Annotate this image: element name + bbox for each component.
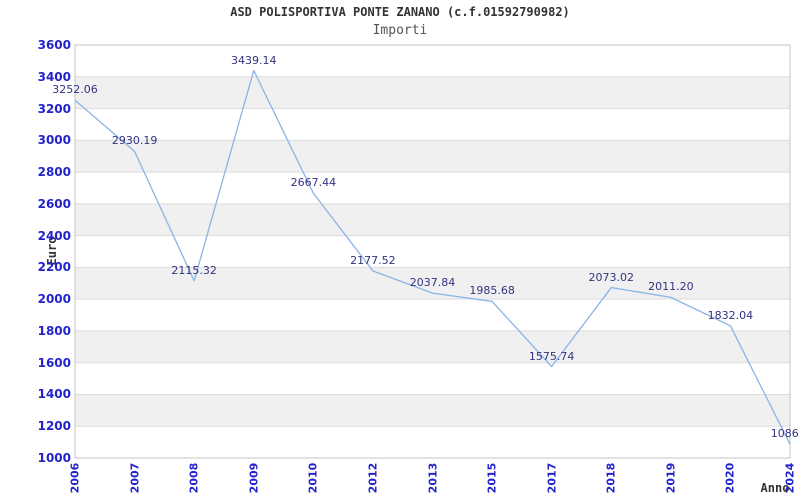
y-tick-label: 2200: [37, 260, 71, 275]
y-tick-label: 2800: [37, 165, 71, 180]
x-axis-label: Anno: [760, 481, 790, 495]
data-point-label: 1832.04: [707, 308, 754, 322]
plot-band: [75, 140, 790, 173]
plot-band: [75, 330, 790, 363]
data-point-label: 3439.14: [231, 53, 277, 67]
plot-band: [75, 235, 790, 268]
y-tick-label: 1800: [37, 323, 71, 338]
plot-band: [75, 203, 790, 236]
data-point-label: 2037.84: [409, 276, 456, 290]
y-tick-label: 2600: [37, 196, 71, 211]
y-tick-label: 3000: [37, 133, 71, 148]
data-point-label: 1086.7: [770, 427, 800, 441]
plot-band: [75, 267, 790, 300]
y-tick-label: 3400: [37, 69, 71, 84]
data-point-label: 2930.19: [111, 134, 158, 148]
data-point-label: 3252.06: [52, 83, 98, 97]
x-tick-label: 2008: [187, 462, 201, 494]
y-tick-label: 1000: [37, 451, 71, 465]
plot-band: [75, 45, 790, 77]
y-tick-label: 1600: [37, 355, 71, 370]
y-tick-label: 2000: [37, 292, 71, 307]
data-point-label: 2073.02: [588, 270, 635, 284]
data-point-label: 1575.74: [528, 349, 575, 363]
data-point-label: 1985.68: [469, 284, 515, 298]
plot-band: [75, 362, 790, 395]
y-tick-label: 1400: [37, 387, 71, 402]
x-tick-label: 2020: [723, 462, 737, 494]
x-tick-label: 2012: [366, 462, 380, 494]
x-tick-label: 2018: [604, 462, 618, 494]
y-tick-label: 3200: [37, 101, 71, 116]
x-tick-label: 2010: [306, 462, 320, 494]
plot-band: [75, 76, 790, 109]
plot-band: [75, 394, 790, 427]
plot-band: [75, 426, 790, 458]
x-tick-label: 2017: [545, 462, 559, 494]
data-point-label: 2667.44: [290, 176, 337, 190]
data-point-label: 2115.32: [171, 263, 217, 277]
x-tick-label: 2009: [247, 462, 261, 494]
data-point-label: 2177.52: [350, 253, 396, 267]
x-tick-label: 2006: [68, 462, 82, 494]
y-tick-label: 1200: [37, 419, 71, 434]
x-tick-label: 2015: [485, 462, 499, 494]
x-tick-label: 2019: [664, 462, 678, 494]
chart-title: ASD POLISPORTIVA PONTE ZANANO (c.f.01592…: [230, 5, 570, 19]
x-tick-label: 2007: [128, 462, 142, 494]
x-tick-label: 2013: [426, 462, 439, 494]
chart-subtitle: Importi: [372, 23, 428, 38]
y-tick-label: 3600: [37, 38, 71, 52]
plot-band: [75, 108, 790, 141]
data-point-label: 2011.20: [648, 280, 694, 294]
plot-band: [75, 172, 790, 204]
y-tick-label: 2400: [37, 228, 71, 243]
plot-border: [74, 44, 791, 459]
data-line: [74, 69, 791, 445]
plot-band: [75, 299, 790, 331]
